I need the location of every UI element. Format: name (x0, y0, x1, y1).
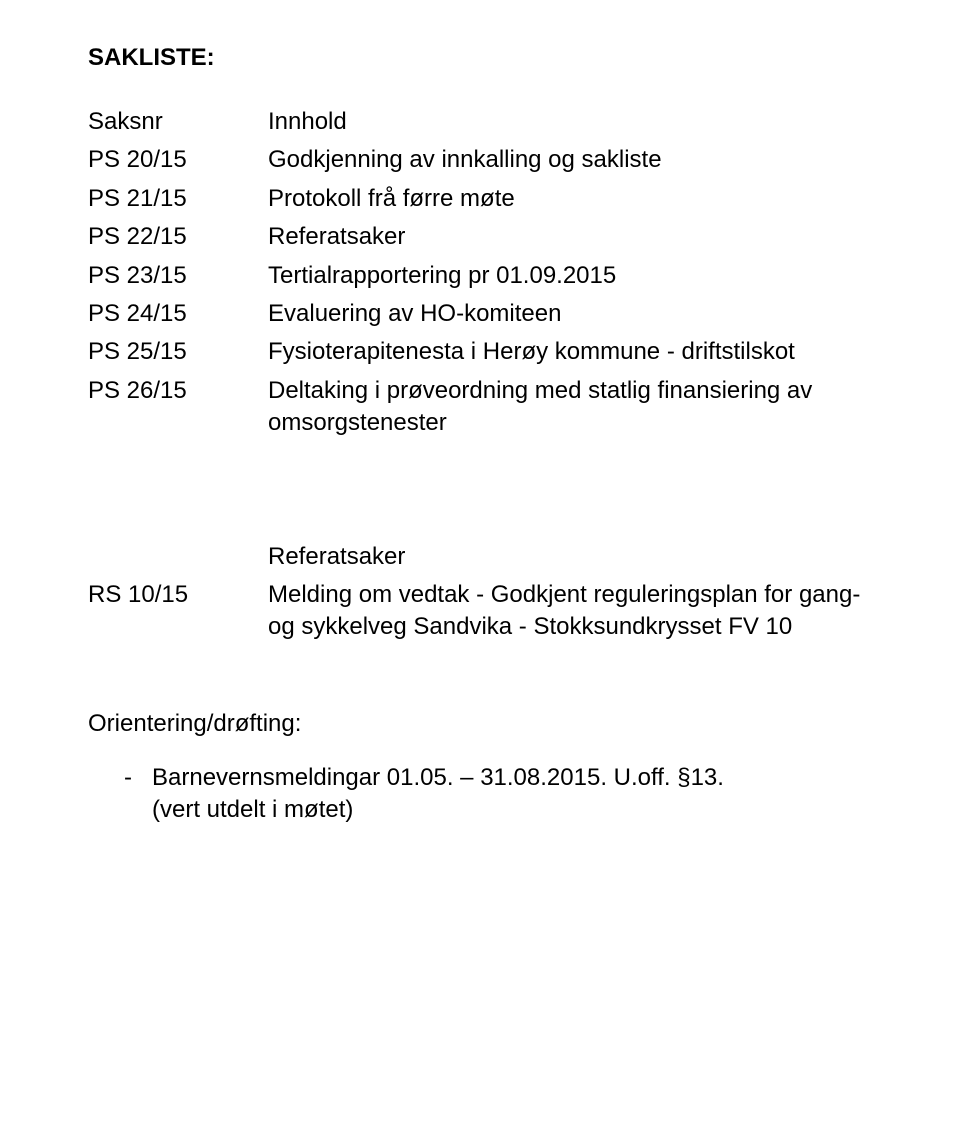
saksnr-cell: PS 20/15 (88, 144, 268, 182)
table-row: PS 25/15 Fysioterapitenesta i Herøy komm… (88, 336, 890, 374)
spacer (88, 650, 890, 710)
orientering-line2: (vert utdelt i møtet) (152, 796, 353, 823)
dash-icon: - (124, 762, 152, 794)
saksnr-cell: PS 24/15 (88, 298, 268, 336)
innhold-cell: Protokoll frå førre møte (268, 183, 890, 221)
saksnr-cell: PS 22/15 (88, 221, 268, 259)
innhold-cell: Referatsaker (268, 221, 890, 259)
document-page: SAKLISTE: Saksnr Innhold PS 20/15 Godkje… (0, 0, 960, 886)
table-row: PS 20/15 Godkjenning av innkalling og sa… (88, 144, 890, 182)
col-innhold: Innhold (268, 106, 890, 144)
innhold-cell: Evaluering av HO-komiteen (268, 298, 890, 336)
referatsaker-heading: Referatsaker (268, 541, 890, 579)
saksnr-cell: PS 23/15 (88, 260, 268, 298)
table-row: PS 22/15 Referatsaker (88, 221, 890, 259)
empty-cell (88, 541, 268, 579)
saksnr-cell: PS 26/15 (88, 375, 268, 446)
table-header-row: Saksnr Innhold (88, 106, 890, 144)
spacer (88, 446, 890, 541)
orientering-line1: Barnevernsmeldingar 01.05. – 31.08.2015.… (152, 764, 724, 791)
innhold-cell: Fysioterapitenesta i Herøy kommune - dri… (268, 336, 890, 374)
table-row: PS 23/15 Tertialrapportering pr 01.09.20… (88, 260, 890, 298)
innhold-cell: Godkjenning av innkalling og sakliste (268, 144, 890, 182)
saksnr-cell: PS 25/15 (88, 336, 268, 374)
sakliste-heading: SAKLISTE: (88, 44, 890, 72)
orientering-item: -Barnevernsmeldingar 01.05. – 31.08.2015… (88, 762, 890, 827)
innhold-cell: Tertialrapportering pr 01.09.2015 (268, 260, 890, 298)
table-row: Referatsaker (88, 541, 890, 579)
table-row: PS 24/15 Evaluering av HO-komiteen (88, 298, 890, 336)
table-row: RS 10/15 Melding om vedtak - Godkjent re… (88, 579, 890, 650)
innhold-cell: Melding om vedtak - Godkjent regulerings… (268, 579, 890, 650)
saksnr-cell: PS 21/15 (88, 183, 268, 221)
table-row: PS 21/15 Protokoll frå førre møte (88, 183, 890, 221)
innhold-cell: Deltaking i prøveordning med statlig fin… (268, 375, 890, 446)
sakliste-table: Saksnr Innhold PS 20/15 Godkjenning av i… (88, 106, 890, 446)
col-saksnr: Saksnr (88, 106, 268, 144)
referatsaker-table: Referatsaker RS 10/15 Melding om vedtak … (88, 541, 890, 650)
table-row: PS 26/15 Deltaking i prøveordning med st… (88, 375, 890, 446)
orientering-heading: Orientering/drøfting: (88, 710, 890, 738)
saksnr-cell: RS 10/15 (88, 579, 268, 650)
